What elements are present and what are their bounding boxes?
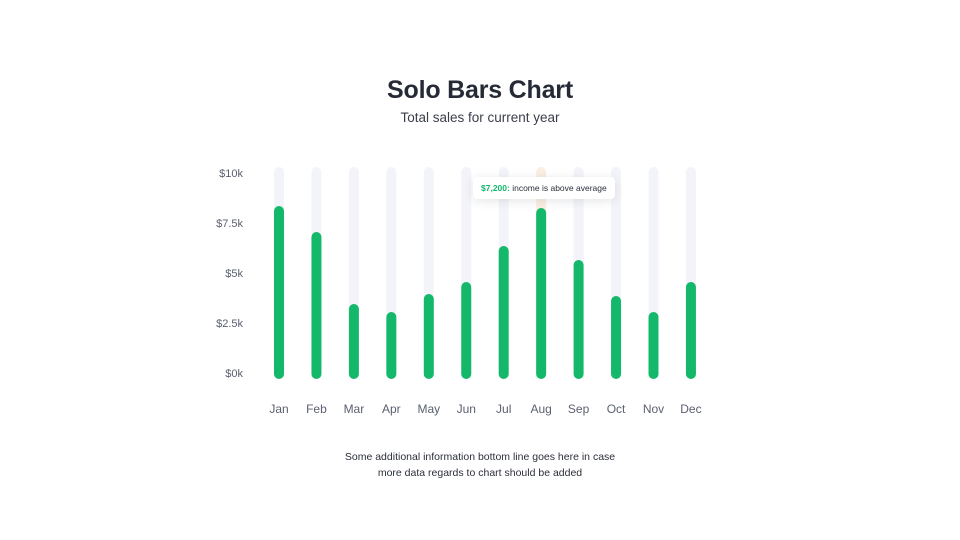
footnote: Some additional information bottom line … [0, 449, 960, 481]
x-tick-label: Jan [269, 402, 288, 416]
footnote-line-2: more data regards to chart should be add… [377, 467, 583, 479]
y-tick-label: $2.5k [216, 318, 243, 330]
x-tick-label: Apr [382, 402, 401, 416]
bar-jul [498, 246, 509, 379]
y-tick-label: $10k [219, 168, 243, 180]
y-axis: $0k $2.5k $5k $7.5k $10k [216, 168, 243, 380]
x-tick-label: Mar [344, 402, 365, 416]
x-tick-label: Jul [496, 402, 511, 416]
x-tick-label: Jun [457, 402, 476, 416]
x-axis: Jan Feb Mar Apr May Jun Jul Aug Sep Oct Nov Dec [269, 402, 701, 416]
bar-sep [573, 260, 584, 379]
bar-mar [348, 304, 359, 379]
x-tick-label: Oct [607, 402, 626, 416]
bar-apr [386, 312, 397, 379]
bar-jun [461, 282, 472, 379]
bar-may [423, 294, 434, 379]
y-tick-label: $7.5k [216, 218, 243, 230]
x-tick-label: Aug [530, 402, 551, 416]
bar-jan [274, 206, 284, 379]
highlight-tooltip: $7,200: income is above average [473, 177, 615, 199]
y-tick-label: $5k [225, 268, 243, 280]
bar-nov [648, 312, 659, 379]
tooltip-text: income is above average [512, 183, 607, 193]
chart-title: Solo Bars Chart [387, 76, 573, 104]
tooltip-value: $7,200: [481, 183, 510, 193]
bars [274, 206, 696, 379]
x-tick-label: May [417, 402, 440, 416]
footnote-line-1: Some additional information bottom line … [344, 451, 616, 463]
bar-oct [611, 296, 622, 379]
x-tick-label: Nov [643, 402, 664, 416]
y-tick-label: $0k [225, 368, 243, 380]
x-tick-label: Dec [680, 402, 701, 416]
bar-feb [311, 232, 322, 379]
chart-subtitle: Total sales for current year [400, 110, 560, 125]
x-tick-label: Feb [306, 402, 327, 416]
bar-aug [536, 208, 547, 379]
x-tick-label: Sep [568, 402, 590, 416]
bar-dec [685, 282, 696, 379]
